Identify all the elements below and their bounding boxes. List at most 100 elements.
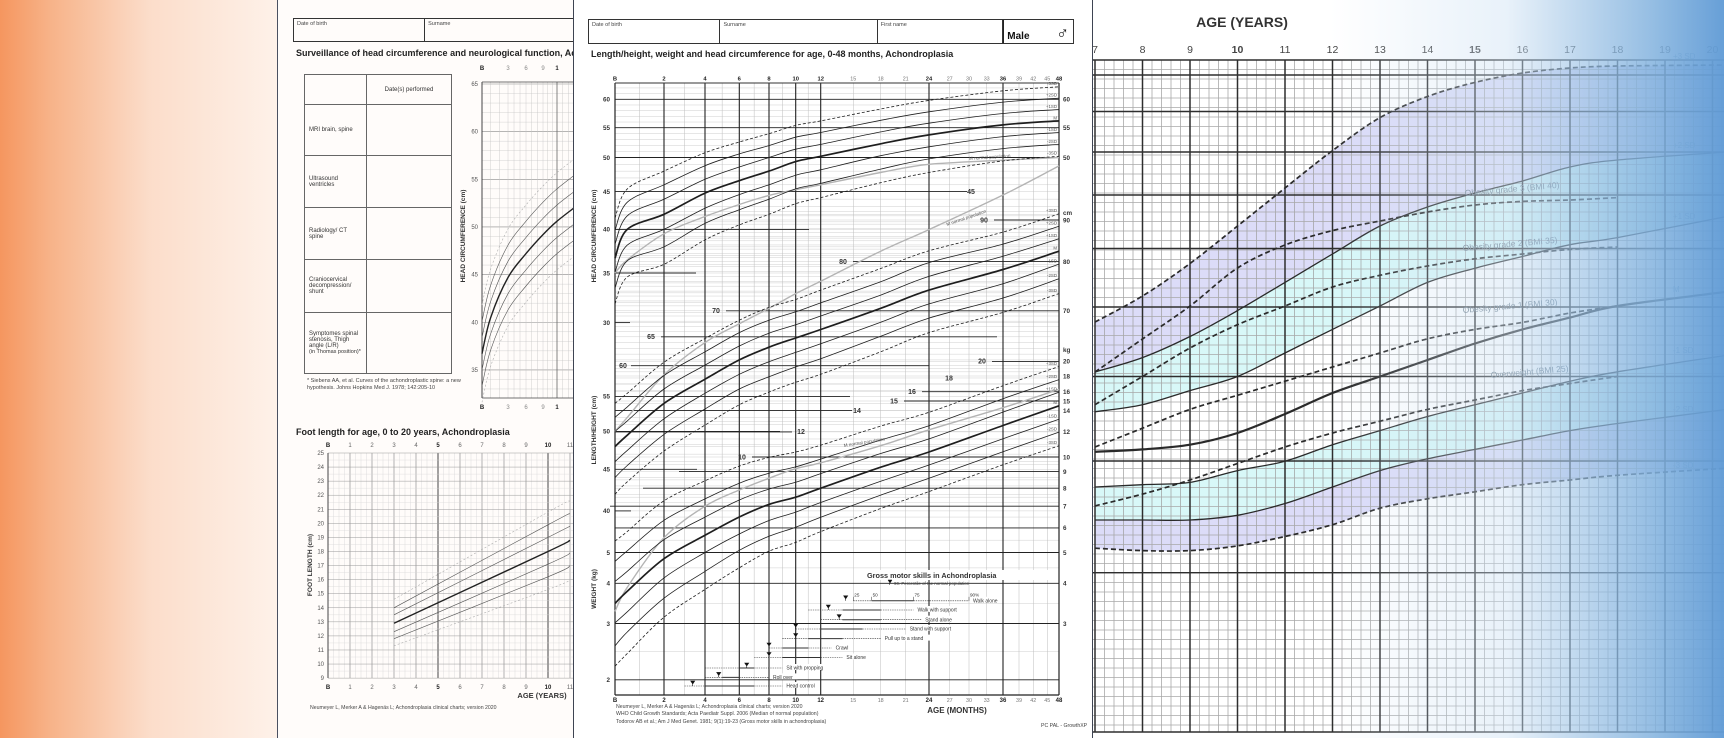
tick-label: 8 (502, 443, 506, 449)
motor-skills-title: Gross motor skills in Achondroplasia (867, 571, 997, 580)
x-axis-title: AGE (YEARS) (1196, 14, 1288, 30)
tick-label: 13 (317, 620, 324, 626)
tick-label: 21 (903, 698, 909, 704)
software-credit: PC PAL - GrowthXP (1041, 723, 1088, 729)
tick-label: 48 (1056, 698, 1063, 704)
sd-label: -2SD (1047, 139, 1057, 144)
surname-field[interactable]: Surname (720, 20, 878, 43)
tick-label: 4 (703, 698, 707, 704)
tick-label: 15 (317, 592, 324, 598)
tick-label: 10 (792, 698, 799, 704)
skill-label: Sit with propping (786, 666, 823, 672)
tick-label: 33 (984, 77, 990, 83)
median-line (393, 539, 571, 624)
inner-tick-label: 60 (619, 363, 627, 370)
motor-legend: 90. Percentile of the normal population (894, 581, 970, 586)
reference-line: Todorov AB et al.; Am J Med Genet. 1981;… (616, 718, 827, 725)
first-name-field[interactable]: First name (878, 20, 1004, 43)
table-row: Radiology/ CT spine (304, 207, 452, 260)
sd-curve (614, 132, 1060, 273)
median-curve (481, 207, 573, 354)
sd-curve (614, 155, 1060, 304)
surname-field[interactable]: Surname (425, 19, 573, 41)
tick-label: 65 (471, 82, 478, 88)
sd-label: +1SD (1046, 387, 1057, 392)
tick-label: 4 (1063, 581, 1067, 588)
sd-curve (614, 213, 1060, 404)
date-of-birth-field[interactable]: Date of birth (294, 19, 426, 41)
sd-label: +2 SD (1673, 141, 1696, 150)
sex-field: Male ♂ (1003, 20, 1073, 43)
tick-label: 10 (1232, 44, 1244, 56)
reference-line: WHO Child Growth Standards; Acta Paediat… (616, 711, 819, 718)
tick-label: 25 (317, 451, 324, 457)
sd-label: -1SD (1047, 127, 1057, 132)
tick-label: 10 (545, 685, 552, 691)
tick-label: 45 (1044, 77, 1050, 83)
tick-label: 33 (984, 698, 990, 704)
tick-label: 14 (317, 606, 324, 612)
sd-label: +3 SD (1673, 52, 1696, 61)
tick-label: 7 (480, 685, 484, 691)
tick-label: 21 (903, 77, 909, 83)
skill-label: Walk alone (973, 598, 998, 604)
date-of-birth-field[interactable]: Date of birth (589, 20, 721, 43)
skill-label-bg (845, 653, 871, 660)
tick-label: 60 (1063, 97, 1071, 104)
tick-label: 6 (738, 698, 742, 704)
date-cell[interactable] (366, 259, 452, 313)
tick-label: 22 (317, 493, 324, 499)
inner-tick-label: 80 (839, 259, 847, 266)
percentile-label: 75 (914, 592, 920, 597)
normal-p90-marker-icon (766, 642, 772, 648)
skill-label: Walk with support (917, 608, 957, 614)
tick-label: 10 (792, 77, 798, 83)
tick-label: 13 (1374, 44, 1386, 56)
unit-label: kg (1063, 347, 1071, 354)
tick-label: 2 (662, 77, 665, 83)
normal-p90-marker-icon (836, 614, 842, 620)
sd-label: +1 SD (1673, 212, 1696, 221)
date-cell[interactable] (366, 207, 452, 260)
tick-label: 30 (966, 698, 972, 704)
sd-label: +2SD (1046, 374, 1057, 379)
tick-label: 3 (1063, 621, 1067, 628)
tick-label: 18 (878, 77, 884, 83)
inner-tick-label: 15 (890, 398, 898, 405)
tick-label: 45 (471, 273, 478, 279)
normal-p90-marker-icon (793, 623, 799, 629)
references: Neumeyer L, Merker A & Hagenäs L; Achond… (616, 704, 826, 726)
inner-tick-label: 12 (797, 429, 805, 436)
row-label-text: Symptomes spinal stenosis, Thigh angle (… (309, 330, 359, 349)
tick-label: 10 (545, 443, 552, 449)
tick-label: B (613, 77, 617, 83)
sd-curve (481, 192, 573, 338)
tick-label: 4 (414, 443, 418, 449)
tick-label: 19 (1659, 44, 1671, 56)
reference-line: Neumeyer L, Merker A & Hagenäs L; Achond… (616, 704, 803, 710)
tick-label: 5 (1063, 550, 1067, 557)
y-axis-title: LENGTH/HEIGHT (cm) (591, 396, 598, 465)
tick-label: 45 (603, 467, 611, 474)
tick-label: 9 (321, 676, 325, 682)
tick-label: 39 (1016, 77, 1022, 83)
tick-label: 42 (1030, 77, 1036, 83)
tick-label: 24 (926, 698, 933, 704)
tick-label: 16 (317, 578, 324, 584)
sd-label: +2SD (1046, 221, 1057, 226)
sd-curve (614, 225, 1060, 418)
date-cell[interactable] (366, 155, 452, 208)
tick-label: 27 (947, 698, 953, 704)
normal-p90-marker-icon (744, 662, 750, 668)
row-label: Ultrasound ventricles (304, 155, 367, 208)
skill-label-bg (785, 682, 819, 688)
normal-p90-marker-icon (716, 672, 722, 678)
tick-label: B (326, 685, 331, 691)
tick-label: 9 (541, 405, 545, 411)
sd-label: -2 SD (1673, 405, 1694, 414)
y-axis-title: WEIGHT (kg) (591, 569, 598, 609)
sd-curve (481, 159, 573, 306)
date-cell[interactable] (366, 312, 452, 374)
tick-label: 35 (603, 270, 611, 277)
tick-label: 1 (555, 66, 559, 72)
